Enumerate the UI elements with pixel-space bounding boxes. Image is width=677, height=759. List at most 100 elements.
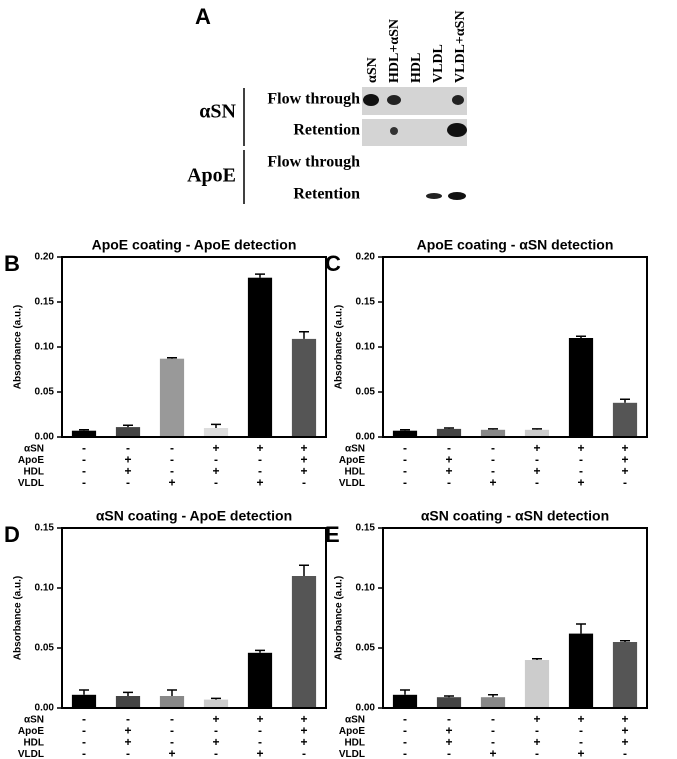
y-tick-label: 0.10 bbox=[356, 583, 376, 594]
y-tick-label: 0.00 bbox=[35, 432, 55, 443]
condition-sign: + bbox=[124, 453, 131, 467]
condition-sign: + bbox=[533, 464, 540, 478]
error-bar bbox=[211, 423, 221, 428]
condition-sign: + bbox=[168, 476, 175, 490]
bar bbox=[203, 699, 229, 708]
condition-sign: - bbox=[403, 464, 407, 478]
condition-sign: - bbox=[82, 735, 86, 749]
y-tick-label: 0.05 bbox=[35, 643, 55, 654]
group-label: αSN bbox=[199, 101, 236, 123]
condition-sign: + bbox=[445, 453, 452, 467]
condition-sign: + bbox=[256, 441, 263, 455]
bar bbox=[159, 696, 185, 708]
error-bar bbox=[79, 689, 89, 695]
condition-sign: - bbox=[447, 747, 451, 759]
error-bar bbox=[167, 357, 177, 359]
condition-sign: - bbox=[214, 476, 218, 490]
condition-sign: + bbox=[300, 724, 307, 738]
bar bbox=[247, 277, 273, 437]
error-bar bbox=[532, 658, 542, 660]
error-bar bbox=[576, 623, 586, 634]
blot-band bbox=[447, 123, 467, 137]
panel-letter: C bbox=[325, 251, 341, 276]
condition-sign: + bbox=[300, 464, 307, 478]
lane-label: αSN bbox=[365, 57, 380, 83]
y-tick-label: 0.20 bbox=[356, 252, 376, 263]
chart-title: ApoE coating - αSN detection bbox=[417, 237, 614, 253]
condition-sign: + bbox=[256, 712, 263, 726]
plot-frame bbox=[61, 527, 327, 709]
condition-sign: - bbox=[258, 453, 262, 467]
condition-sign: + bbox=[533, 441, 540, 455]
condition-sign: - bbox=[403, 735, 407, 749]
row-label: Flow through bbox=[267, 154, 360, 171]
error-bar bbox=[255, 273, 265, 278]
bar bbox=[612, 642, 638, 708]
error-bar bbox=[576, 335, 586, 338]
condition-sign: - bbox=[535, 747, 539, 759]
bar bbox=[392, 694, 418, 708]
chart-title: αSN coating - ApoE detection bbox=[96, 508, 292, 524]
condition-sign: - bbox=[214, 453, 218, 467]
condition-label: HDL bbox=[23, 467, 44, 478]
y-tick-label: 0.15 bbox=[35, 297, 55, 308]
condition-sign: - bbox=[447, 476, 451, 490]
condition-sign: - bbox=[170, 453, 174, 467]
condition-label: VLDL bbox=[18, 749, 44, 759]
condition-sign: + bbox=[445, 464, 452, 478]
condition-sign: + bbox=[124, 724, 131, 738]
condition-sign: - bbox=[403, 441, 407, 455]
error-bar bbox=[79, 429, 89, 431]
error-bar bbox=[211, 697, 221, 700]
condition-sign: - bbox=[491, 712, 495, 726]
condition-label: ApoE bbox=[339, 726, 365, 737]
chart-title: αSN coating - αSN detection bbox=[421, 508, 609, 524]
bar bbox=[115, 696, 141, 708]
blot-band bbox=[452, 95, 464, 105]
y-tick-label: 0.00 bbox=[35, 703, 55, 714]
blot-band bbox=[448, 192, 466, 200]
error-bar bbox=[123, 691, 133, 696]
bar bbox=[115, 427, 141, 437]
panel-letter: D bbox=[4, 522, 20, 547]
condition-sign: - bbox=[579, 724, 583, 738]
blot-band bbox=[387, 95, 401, 105]
condition-sign: - bbox=[535, 453, 539, 467]
condition-sign: - bbox=[579, 735, 583, 749]
condition-label: ApoE bbox=[339, 455, 365, 466]
y-tick-label: 0.00 bbox=[356, 703, 376, 714]
condition-sign: + bbox=[621, 712, 628, 726]
condition-sign: - bbox=[623, 476, 627, 490]
condition-label: ApoE bbox=[18, 455, 44, 466]
lane-label: HDL bbox=[409, 53, 424, 83]
condition-sign: + bbox=[212, 712, 219, 726]
condition-sign: - bbox=[447, 712, 451, 726]
condition-sign: - bbox=[82, 441, 86, 455]
condition-label: HDL bbox=[23, 738, 44, 749]
error-bar bbox=[299, 564, 309, 576]
y-axis-label: Absorbance (a.u.) bbox=[13, 576, 24, 660]
condition-sign: - bbox=[447, 441, 451, 455]
group-label: ApoE bbox=[187, 165, 236, 187]
condition-label: VLDL bbox=[339, 478, 365, 489]
condition-sign: + bbox=[445, 724, 452, 738]
condition-sign: - bbox=[82, 476, 86, 490]
blot-band bbox=[363, 94, 379, 106]
condition-sign: + bbox=[300, 441, 307, 455]
y-axis-label: Absorbance (a.u.) bbox=[334, 576, 345, 660]
bar bbox=[524, 429, 550, 437]
condition-sign: + bbox=[300, 712, 307, 726]
error-bar bbox=[620, 398, 630, 403]
condition-sign: - bbox=[170, 464, 174, 478]
condition-sign: + bbox=[577, 476, 584, 490]
error-bar bbox=[488, 428, 498, 430]
condition-sign: + bbox=[621, 724, 628, 738]
condition-sign: - bbox=[170, 712, 174, 726]
y-axis-label: Absorbance (a.u.) bbox=[13, 305, 24, 389]
condition-label: VLDL bbox=[339, 749, 365, 759]
condition-sign: + bbox=[124, 464, 131, 478]
row-label: Flow through bbox=[267, 91, 360, 108]
plot-frame bbox=[382, 527, 648, 709]
error-bar bbox=[444, 695, 454, 698]
